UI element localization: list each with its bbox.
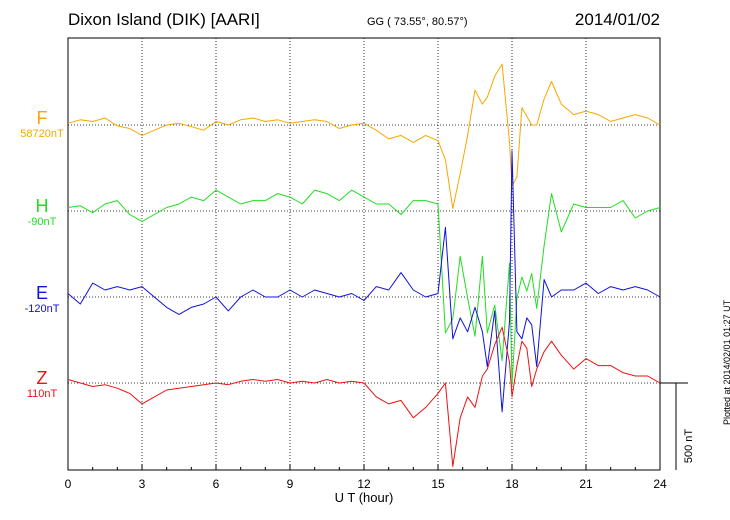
channel-label-z: Z 110nT [10,368,74,401]
trace-f [67,63,661,209]
x-tick-label: 12 [357,477,371,491]
x-tick-label: 15 [431,477,445,491]
channel-baseline-z: 110nT [26,388,58,400]
grid [141,38,587,470]
x-tick-label: 3 [139,477,146,491]
date-label: 2014/01/02 [574,10,660,29]
channel-name-z: Z [36,368,48,388]
channel-name-e: E [35,283,48,303]
channel-baseline-e: -120nT [24,303,60,315]
channel-baseline-h: -90nT [27,216,57,228]
plotted-timestamp: Plotted at 2014/02/01 01:27 UT [722,299,730,425]
x-tick-label: 9 [287,477,294,491]
x-axis-label: U T (hour) [335,490,394,505]
channel-name-h: H [35,196,49,216]
trace-z [67,326,661,467]
trace-e [67,150,661,413]
channel-name-f: F [36,108,48,128]
x-tick-label: 21 [579,477,593,491]
x-tick-label: 0 [65,477,72,491]
channel-label-h: H -90nT [10,196,74,229]
x-tick-label: 24 [653,477,667,491]
channel-label-e: E -120nT [10,283,74,316]
traces [67,63,661,467]
scale-bar-label: 500 nT [683,429,695,464]
trace-h [67,189,661,386]
tick-labels: 0 3 6 9 12 15 18 21 24 [65,477,667,491]
station-coordinates: GG ( 73.55°, 80.57°) [367,16,468,28]
channel-baseline-f: 58720nT [20,128,64,140]
x-tick-label: 6 [213,477,220,491]
x-tick-label: 18 [505,477,519,491]
channel-label-f: F 58720nT [10,108,74,141]
ticks [67,464,661,470]
station-title: Dixon Island (DIK) [AARI] [68,10,260,29]
